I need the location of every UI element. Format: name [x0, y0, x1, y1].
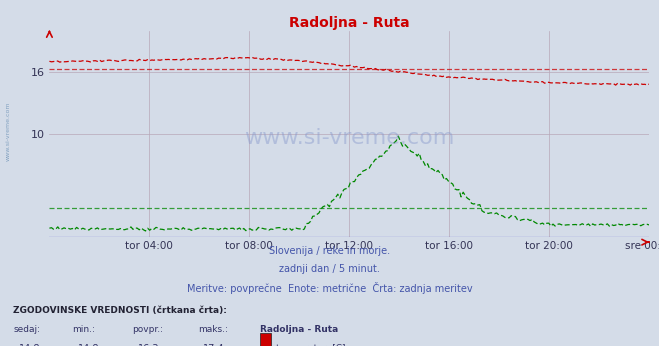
Text: temperatura[C]: temperatura[C] [276, 344, 347, 346]
Text: 14,8: 14,8 [19, 344, 40, 346]
Text: 17,4: 17,4 [204, 344, 225, 346]
Text: povpr.:: povpr.: [132, 325, 163, 334]
Text: Radoljna - Ruta: Radoljna - Ruta [260, 325, 339, 334]
Text: maks.:: maks.: [198, 325, 227, 334]
Text: Meritve: povprečne  Enote: metrične  Črta: zadnja meritev: Meritve: povprečne Enote: metrične Črta:… [186, 282, 473, 294]
Text: www.si-vreme.com: www.si-vreme.com [5, 102, 11, 161]
Text: zadnji dan / 5 minut.: zadnji dan / 5 minut. [279, 264, 380, 274]
Text: 16,3: 16,3 [138, 344, 159, 346]
Text: 14,8: 14,8 [78, 344, 100, 346]
Text: www.si-vreme.com: www.si-vreme.com [244, 128, 455, 148]
Text: sedaj:: sedaj: [13, 325, 40, 334]
Text: min.:: min.: [72, 325, 96, 334]
Title: Radoljna - Ruta: Radoljna - Ruta [289, 16, 410, 30]
Text: Slovenija / reke in morje.: Slovenija / reke in morje. [269, 246, 390, 256]
Text: ZGODOVINSKE VREDNOSTI (črtkana črta):: ZGODOVINSKE VREDNOSTI (črtkana črta): [13, 306, 227, 315]
